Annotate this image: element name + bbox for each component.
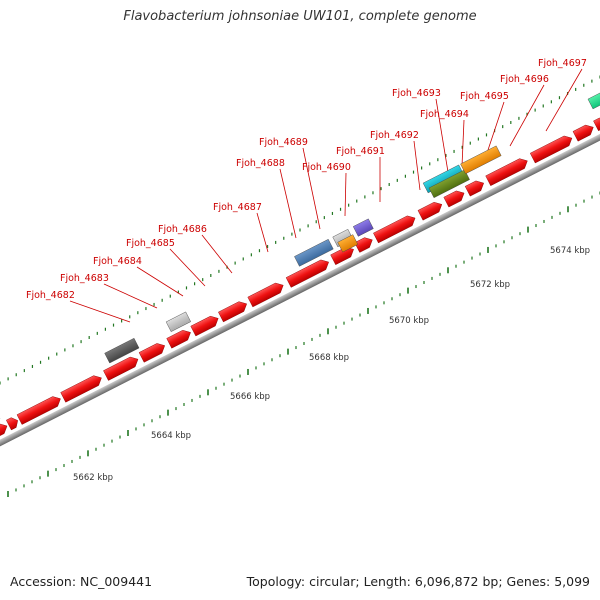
gene-label: Fjoh_4682 (26, 290, 75, 301)
scale-label: 5670 kbp (389, 316, 429, 326)
gene-feature-olive (428, 169, 470, 199)
gene-forward (190, 315, 219, 337)
gene-label: Fjoh_4688 (236, 158, 285, 169)
gene-label: Fjoh_4684 (93, 256, 142, 267)
gene-feature-blue (294, 238, 334, 267)
gene-label-leader (545, 68, 583, 132)
gene-label-leader (461, 119, 465, 167)
gene-label-leader (435, 98, 449, 173)
gene-features (0, 78, 600, 441)
scale-label: 5664 kbp (151, 431, 191, 441)
scale-labels: 5662 kbp 5664 kbp 5666 kbp 5668 kbp 5670 kbp… (73, 246, 590, 483)
gene-label: Fjoh_4686 (158, 224, 207, 235)
gene-feature-orange (337, 234, 359, 253)
gene-feature-dark (104, 337, 140, 364)
scale-ticks (0, 75, 600, 497)
gene-forward (0, 423, 8, 441)
gene-label: Fjoh_4691 (336, 146, 385, 157)
gene-forward (247, 282, 284, 308)
gene-feature-purple (352, 218, 374, 237)
gene-forward (60, 375, 102, 403)
gene-forward (593, 117, 600, 132)
gene-label-leader (256, 212, 269, 253)
gene-forward (464, 180, 484, 197)
gene-feature-green (587, 78, 600, 110)
gene-forward (354, 237, 373, 253)
gene-forward (6, 417, 18, 431)
gene-label-leader (413, 140, 421, 191)
gene-label-leader (302, 147, 321, 230)
gene-label: Fjoh_4693 (392, 88, 441, 99)
gene-forward (373, 215, 416, 244)
gene-forward (529, 135, 573, 164)
gene-forward (166, 330, 191, 349)
gene-label-leader (169, 248, 206, 287)
gene-label-leader (344, 172, 347, 217)
gene-label-leader (485, 101, 505, 157)
gene-label: Fjoh_4687 (213, 202, 262, 213)
gene-label-leader (509, 84, 545, 147)
gene-label: Fjoh_4690 (302, 162, 351, 173)
gene-feature-light (165, 311, 191, 332)
gene-label-leaders (69, 68, 583, 323)
gene-label: Fjoh_4689 (259, 137, 308, 148)
gene-forward (138, 343, 165, 363)
gene-label: Fjoh_4697 (538, 58, 587, 69)
gene-forward (572, 124, 594, 142)
scale-label: 5666 kbp (230, 392, 270, 402)
gene-label: Fjoh_4692 (370, 130, 419, 141)
gene-forward (285, 259, 329, 288)
map-title: Flavobacterium johnsoniae UW101, complet… (123, 9, 477, 24)
gene-label: Fjoh_4695 (460, 91, 509, 102)
gene-label-leader (279, 168, 297, 239)
gene-forward (443, 190, 465, 208)
gene-label: Fjoh_4694 (420, 109, 469, 120)
gene-forward (485, 158, 528, 186)
scale-label: 5668 kbp (309, 353, 349, 363)
gene-feature-orange (460, 145, 502, 175)
genome-backbone (0, 122, 600, 455)
gene-label: Fjoh_4683 (60, 273, 109, 284)
gene-forward (417, 202, 443, 221)
accession-label: Accession: NC_009441 (10, 574, 153, 589)
gene-label: Fjoh_4696 (500, 74, 549, 85)
gene-label-leader (103, 283, 158, 309)
topology-label: Topology: circular; Length: 6,096,872 bp… (246, 574, 590, 589)
scale-label: 5672 kbp (470, 280, 510, 290)
gene-label-leader (69, 300, 131, 323)
gene-label: Fjoh_4685 (126, 238, 175, 249)
gene-label-leader (136, 266, 184, 297)
gene-forward (16, 396, 61, 425)
gene-forward (218, 301, 247, 323)
gene-label-leader (201, 234, 233, 274)
scale-label: 5662 kbp (73, 473, 113, 483)
scale-label: 5674 kbp (550, 246, 590, 256)
gene-labels: Fjoh_4682 Fjoh_4683 Fjoh_4684 Fjoh_4685 Fjoh… (26, 58, 587, 301)
rotated-track (0, 78, 600, 455)
gene-forward (103, 356, 139, 381)
